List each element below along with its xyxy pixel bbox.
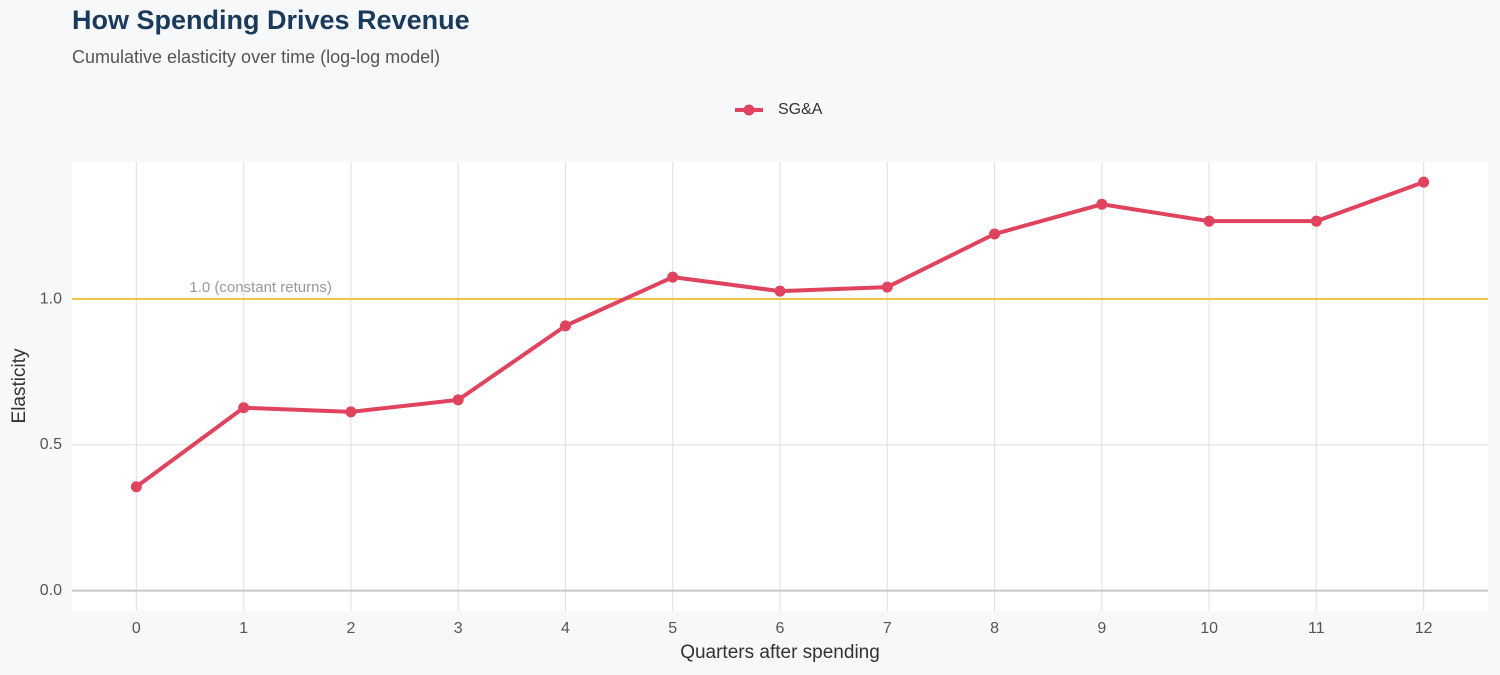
data-point — [452, 394, 464, 406]
x-tick-label: 12 — [1415, 620, 1433, 637]
data-point — [881, 281, 893, 293]
data-point — [130, 481, 142, 493]
data-point — [238, 402, 250, 414]
x-tick-label: 1 — [239, 620, 248, 637]
reference-label: 1.0 (constant returns) — [189, 279, 332, 296]
x-tick-label: 7 — [883, 620, 892, 637]
data-point — [667, 271, 679, 283]
data-point — [1310, 215, 1322, 227]
x-tick-label: 0 — [132, 620, 141, 637]
data-point — [345, 406, 357, 418]
x-tick-label: 8 — [990, 620, 999, 637]
y-tick-label: 0.5 — [40, 436, 62, 453]
x-tick-label: 11 — [1308, 620, 1325, 637]
y-tick-label: 1.0 — [40, 290, 62, 307]
chart-subtitle: Cumulative elasticity over time (log-log… — [72, 47, 440, 67]
x-tick-label: 3 — [454, 620, 463, 637]
x-axis-label: Quarters after spending — [680, 642, 880, 663]
chart-title: How Spending Drives Revenue — [72, 5, 470, 35]
data-point — [774, 285, 786, 297]
legend-label: SG&A — [778, 101, 823, 118]
y-tick-label: 0.0 — [40, 582, 62, 599]
x-tick-label: 4 — [561, 620, 570, 637]
legend: SG&A — [735, 101, 823, 118]
x-tick-label: 2 — [346, 620, 355, 637]
x-tick-label: 5 — [668, 620, 677, 637]
x-tick-label: 9 — [1097, 620, 1106, 637]
data-point — [559, 320, 571, 332]
data-point — [989, 228, 1001, 240]
legend-swatch-dot — [743, 104, 755, 116]
x-tick-label: 6 — [776, 620, 785, 637]
y-axis-label: Elasticity — [9, 348, 30, 423]
x-tick-label: 10 — [1200, 620, 1218, 637]
data-point — [1418, 176, 1430, 188]
data-point — [1203, 215, 1215, 227]
data-point — [1096, 198, 1108, 210]
